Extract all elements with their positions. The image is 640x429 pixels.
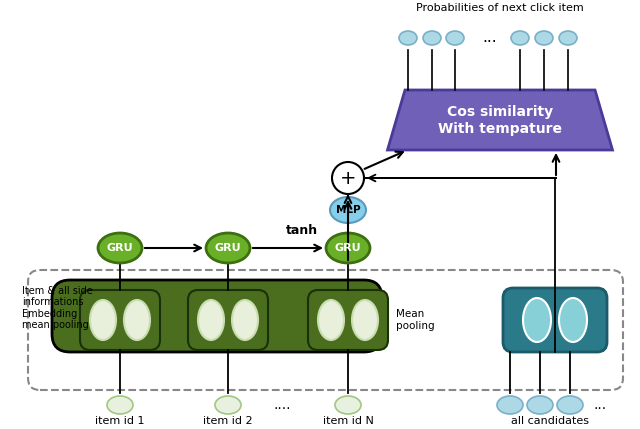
Text: item id 1: item id 1: [95, 416, 145, 426]
Circle shape: [332, 162, 364, 194]
Ellipse shape: [352, 300, 378, 340]
Text: ....: ....: [273, 398, 291, 412]
Ellipse shape: [90, 300, 116, 340]
Text: GRU: GRU: [107, 243, 133, 253]
Ellipse shape: [98, 233, 142, 263]
Text: item id N: item id N: [323, 416, 373, 426]
Ellipse shape: [335, 396, 361, 414]
Ellipse shape: [326, 233, 370, 263]
Ellipse shape: [330, 197, 366, 223]
Ellipse shape: [198, 300, 224, 340]
Text: +: +: [340, 169, 356, 187]
Ellipse shape: [497, 396, 523, 414]
Ellipse shape: [511, 31, 529, 45]
Ellipse shape: [446, 31, 464, 45]
Ellipse shape: [535, 31, 553, 45]
Text: Probabilities of next click item: Probabilities of next click item: [416, 3, 584, 13]
Text: With tempature: With tempature: [438, 122, 562, 136]
FancyBboxPatch shape: [52, 280, 382, 352]
Text: GRU: GRU: [335, 243, 362, 253]
Ellipse shape: [124, 300, 150, 340]
FancyBboxPatch shape: [308, 290, 388, 350]
Ellipse shape: [318, 300, 344, 340]
FancyBboxPatch shape: [80, 290, 160, 350]
Ellipse shape: [559, 298, 587, 342]
Polygon shape: [387, 90, 612, 150]
Ellipse shape: [107, 396, 133, 414]
Text: GRU: GRU: [214, 243, 241, 253]
Ellipse shape: [399, 31, 417, 45]
Text: MLP: MLP: [336, 205, 360, 215]
Ellipse shape: [232, 300, 258, 340]
Text: ...: ...: [483, 30, 497, 45]
Ellipse shape: [527, 396, 553, 414]
FancyBboxPatch shape: [188, 290, 268, 350]
Text: ...: ...: [593, 398, 607, 412]
Text: tanh: tanh: [286, 224, 318, 236]
Text: Cos similarity: Cos similarity: [447, 105, 553, 119]
Text: Mean
pooling: Mean pooling: [396, 309, 435, 331]
FancyBboxPatch shape: [503, 288, 607, 352]
Ellipse shape: [557, 396, 583, 414]
Ellipse shape: [423, 31, 441, 45]
Ellipse shape: [215, 396, 241, 414]
Text: all candidates: all candidates: [511, 416, 589, 426]
Ellipse shape: [523, 298, 551, 342]
Text: Item & all side
informations
Embedding
mean pooling: Item & all side informations Embedding m…: [22, 286, 93, 330]
Ellipse shape: [206, 233, 250, 263]
Ellipse shape: [559, 31, 577, 45]
Text: item id 2: item id 2: [203, 416, 253, 426]
